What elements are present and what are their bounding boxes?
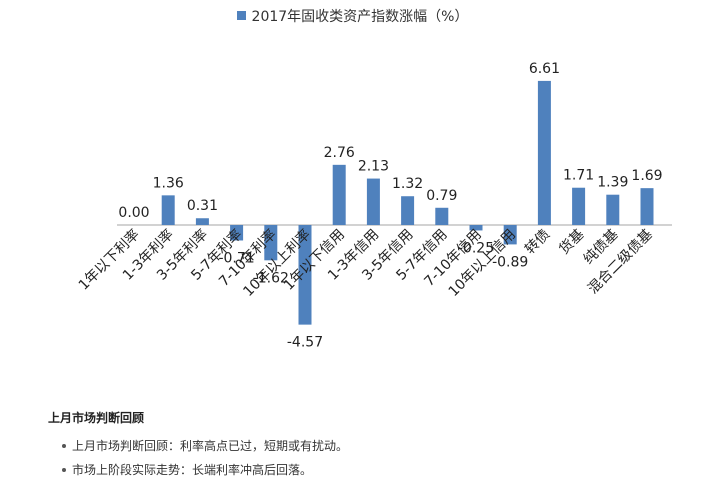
data-label: -0.25: [458, 240, 494, 256]
bar: [503, 225, 517, 245]
bar: [606, 194, 620, 225]
chart-legend: 2017年固收类资产指数涨幅（%）: [0, 6, 705, 26]
bar: [298, 225, 312, 325]
category-label: 转债: [522, 227, 553, 258]
data-label: 0.79: [426, 188, 457, 204]
bar: [195, 218, 209, 225]
data-label: -1.62: [253, 270, 289, 286]
note-item: 上月市场判断回顾：利率高点已过，短期或有扰动。: [62, 434, 688, 458]
data-label: -0.89: [492, 254, 528, 270]
notes-list: 上月市场判断回顾：利率高点已过，短期或有扰动。 市场上阶段实际走势：长端利率冲高…: [48, 434, 688, 482]
data-label: 1.39: [597, 175, 628, 191]
bar: [332, 164, 346, 225]
bar: [640, 188, 654, 225]
bar: [230, 225, 244, 241]
note-item: 市场上阶段实际走势：长端利率冲高后回落。: [62, 458, 688, 482]
data-label: 1.36: [153, 175, 184, 191]
legend-label: 2017年固收类资产指数涨幅（%）: [251, 9, 469, 25]
bar: [401, 196, 415, 225]
data-label: 2.76: [324, 145, 355, 161]
bar: [435, 207, 449, 225]
data-label: 0.00: [118, 205, 149, 221]
bar: [366, 178, 380, 225]
data-label: -4.57: [287, 335, 323, 351]
data-label: 0.31: [187, 198, 218, 214]
bar: [537, 80, 551, 225]
data-label: 1.32: [392, 176, 423, 192]
bar: [264, 225, 278, 261]
bar: [469, 225, 483, 231]
legend-swatch: [236, 11, 246, 20]
notes-title: 上月市场判断回顾: [48, 411, 145, 425]
data-label: 1.71: [563, 168, 594, 184]
data-label: 6.61: [529, 61, 560, 77]
bar: [572, 187, 586, 225]
data-label: -0.71: [218, 250, 254, 266]
notes-section: 上月市场判断回顾 上月市场判断回顾：利率高点已过，短期或有扰动。 市场上阶段实际…: [48, 409, 688, 482]
bar: [161, 195, 175, 225]
data-label: 1.69: [631, 168, 662, 184]
data-label: 2.13: [358, 159, 389, 175]
